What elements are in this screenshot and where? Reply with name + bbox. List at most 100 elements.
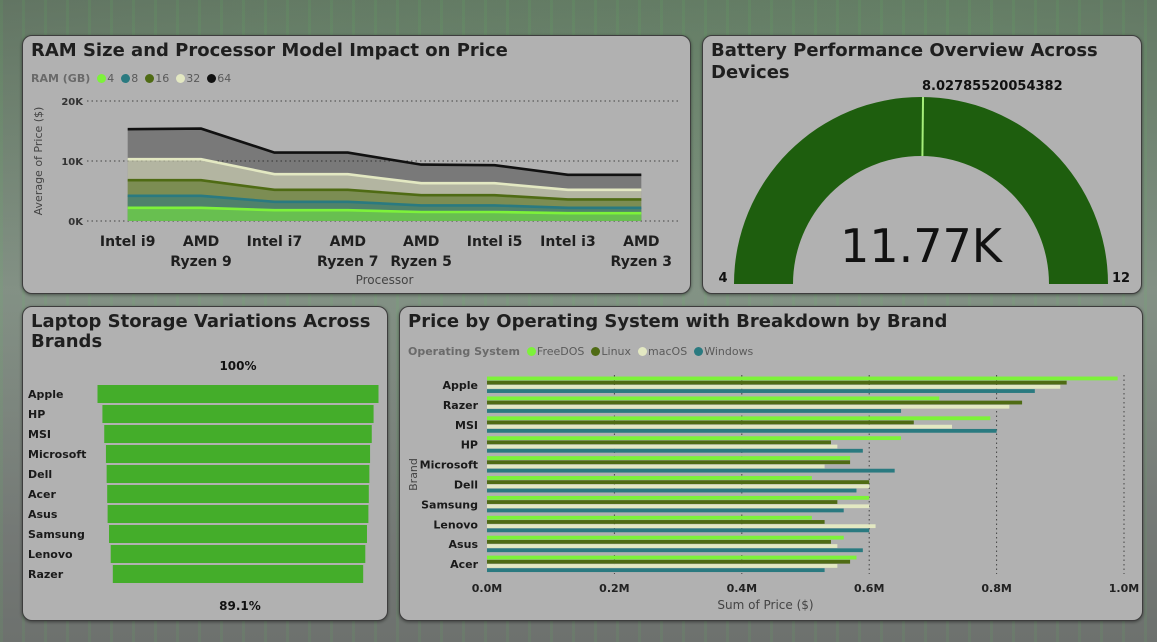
os-legend-swatch xyxy=(638,347,648,356)
ram-line-32 xyxy=(127,157,642,192)
ram-area-4 xyxy=(127,207,642,221)
os-bar-freedos xyxy=(487,555,857,560)
ram-x-tick-label: Intel i9 xyxy=(100,234,156,250)
ram-legend-item[interactable]: 32 xyxy=(176,72,200,85)
os-bar-windows xyxy=(487,468,895,473)
ram-legend-item[interactable]: 4 xyxy=(97,72,114,85)
os-bar-macos xyxy=(487,384,1061,389)
ram-y-tick-label: 10K xyxy=(61,157,84,168)
os-bar-linux xyxy=(487,400,1023,405)
os-bar-macos xyxy=(487,404,1010,409)
os-bar-linux xyxy=(487,480,870,485)
ram-legend-item[interactable]: 8 xyxy=(121,72,138,85)
ram-legend-swatch xyxy=(176,74,186,83)
os-bar-macos xyxy=(487,504,870,509)
gauge-target-marker xyxy=(921,97,925,157)
ram-x-tick-label: AMD xyxy=(403,234,439,250)
os-legend-label: Linux xyxy=(601,345,632,358)
ram-y-tick-label: 20K xyxy=(61,97,84,108)
ram-legend-swatch xyxy=(121,74,131,83)
gauge-fill-arc xyxy=(734,97,1108,284)
ram-legend: RAM (GB) 4 8 16 32 64 xyxy=(31,72,234,85)
os-bar-windows xyxy=(487,389,1035,393)
funnel-category-label: MSI xyxy=(28,428,51,441)
os-bar-macos xyxy=(487,564,838,568)
ram-chart-card[interactable]: RAM Size and Processor Model Impact on P… xyxy=(22,35,691,294)
ram-line-64 xyxy=(127,127,642,177)
os-x-tick-label: 0.8M xyxy=(981,582,1011,595)
os-legend: Operating System FreeDOS Linux macOS Window… xyxy=(408,345,756,358)
os-y-tick-label: HP xyxy=(461,439,478,452)
os-y-tick-label: Microsoft xyxy=(420,459,478,472)
os-legend-swatch xyxy=(591,347,601,356)
os-y-tick-label: Dell xyxy=(454,478,478,491)
ram-x-tick-label: Ryzen 3 xyxy=(611,254,673,270)
os-bar-chart[interactable]: 0.0M 0.2M 0.4M 0.6M 0.8M 1.0M Apple Razer MSI HP M… xyxy=(400,307,1142,620)
os-bar-linux xyxy=(487,440,831,445)
ram-x-tick-label: AMD xyxy=(330,234,366,250)
os-bar-windows xyxy=(487,488,857,493)
ram-x-tick-label: AMD xyxy=(623,234,659,250)
funnel-bar xyxy=(107,505,369,523)
os-bar-freedos xyxy=(487,456,851,460)
os-bar-freedos xyxy=(487,416,991,421)
ram-x-tick-label: Intel i3 xyxy=(540,234,596,250)
os-y-tick-label: Apple xyxy=(443,379,479,392)
os-bar-windows xyxy=(487,508,844,513)
storage-title-line2: Brands xyxy=(31,331,103,352)
os-legend-label: macOS xyxy=(648,345,688,358)
funnel-bar xyxy=(102,405,374,423)
os-bar-freedos xyxy=(487,376,1118,381)
os-y-tick-label: MSI xyxy=(455,419,478,432)
ram-x-axis-title: Processor xyxy=(356,273,414,287)
os-legend-item[interactable]: FreeDOS xyxy=(526,345,585,358)
funnel-category-label: Microsoft xyxy=(28,448,86,461)
os-y-tick-label: Razer xyxy=(443,399,479,412)
ram-legend-label: 4 xyxy=(107,72,115,85)
os-x-tick-label: 0.4M xyxy=(727,582,757,595)
gauge-card[interactable]: Battery Performance Overview Across Devi… xyxy=(702,35,1142,294)
os-bar-freedos xyxy=(487,495,870,500)
gauge-target-label: 8.02785520054382 xyxy=(922,79,1063,94)
os-legend-item[interactable]: Windows xyxy=(694,345,753,358)
funnel-bar xyxy=(112,565,364,583)
os-legend-label: Windows xyxy=(704,345,754,358)
storage-card[interactable]: Laptop Storage Variations Across Brands … xyxy=(22,306,388,621)
os-bar-macos xyxy=(487,444,838,449)
storage-funnel-chart[interactable]: 100% Apple HP MSI Microsoft Dell Acer Asus Samsu… xyxy=(23,307,387,620)
battery-gauge[interactable]: 8.02785520054382 11.77K 4 12 xyxy=(703,36,1141,293)
ram-line-16 xyxy=(127,178,642,201)
os-legend-label: FreeDOS xyxy=(536,345,585,358)
gauge-min-label: 4 xyxy=(718,271,727,286)
os-bar-linux xyxy=(487,500,838,504)
os-bar-windows xyxy=(487,428,997,433)
os-bar-windows xyxy=(487,568,825,573)
os-legend-item[interactable]: macOS xyxy=(638,345,687,358)
os-bar-macos xyxy=(487,544,838,548)
os-x-tick-label: 0.0M xyxy=(472,582,502,595)
ram-legend-title: RAM (GB) xyxy=(31,72,91,85)
os-x-tick-label: 0.2M xyxy=(599,582,629,595)
os-legend-swatch xyxy=(526,347,536,356)
os-bar-windows xyxy=(487,548,863,553)
ram-x-tick-label: Intel i5 xyxy=(467,234,523,250)
os-chart-card[interactable]: Price by Operating System with Breakdown… xyxy=(399,306,1143,621)
os-x-axis-title: Sum of Price ($) xyxy=(717,598,813,612)
os-bar-linux xyxy=(487,460,851,465)
os-legend-item[interactable]: Linux xyxy=(591,345,631,358)
funnel-category-label: Lenovo xyxy=(28,548,73,561)
ram-legend-item[interactable]: 64 xyxy=(207,72,231,85)
ram-chart-title: RAM Size and Processor Model Impact on P… xyxy=(31,40,508,61)
ram-area-chart[interactable]: 0K 10K 20K Intel i9 AMD Ryzen 9 Intel i7 AMD Ryz… xyxy=(23,36,690,293)
os-y-tick-label: Lenovo xyxy=(433,518,478,531)
ram-legend-item[interactable]: 16 xyxy=(145,72,169,85)
os-bar-windows xyxy=(487,409,902,413)
funnel-bar xyxy=(104,425,372,443)
funnel-category-label: Acer xyxy=(28,488,56,501)
ram-legend-label: 8 xyxy=(131,72,139,85)
os-bar-freedos xyxy=(487,476,812,480)
ram-legend-swatch xyxy=(145,74,155,83)
os-y-tick-label: Acer xyxy=(450,558,478,571)
storage-title-line1: Laptop Storage Variations Across xyxy=(31,311,371,332)
ram-x-tick-label: Ryzen 9 xyxy=(170,254,232,270)
